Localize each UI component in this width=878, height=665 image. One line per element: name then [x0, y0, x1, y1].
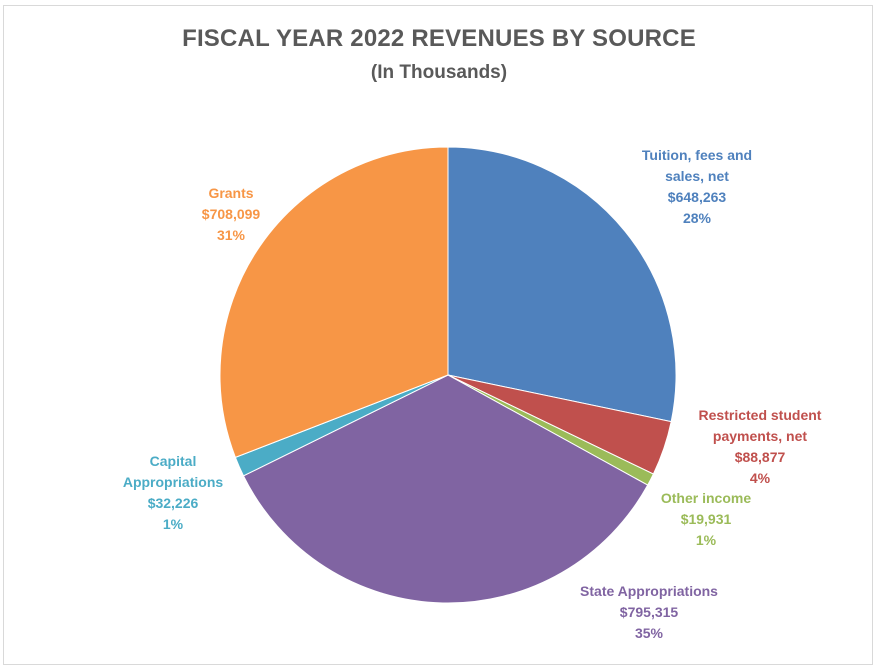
chart-subtitle: (In Thousands)	[370, 62, 508, 83]
pie-slices	[219, 146, 677, 604]
data-label-grants: Grants $708,099 31%	[202, 185, 261, 243]
pie-labels: Tuition, fees and sales, net $648,263 28% Re…	[123, 147, 822, 641]
data-label-tuition: Tuition, fees and sales, net $648,263 28%	[642, 147, 752, 226]
data-label-restricted: Restricted student payments, net $88,877 4%	[699, 407, 822, 486]
chart-title: FISCAL YEAR 2022 REVENUES BY SOURCE	[182, 25, 696, 52]
pie-slice-grants	[219, 146, 449, 459]
data-label-state-appropriations: State Appropriations $795,315 35%	[580, 583, 718, 641]
data-label-capital-appropriations: Capital Appropriations $32,226 1%	[123, 453, 224, 532]
pie-slice-tuition	[447, 146, 677, 423]
data-label-other-income: Other income $19,931 1%	[661, 490, 751, 548]
pie-slice-state-appropriations	[242, 374, 649, 604]
